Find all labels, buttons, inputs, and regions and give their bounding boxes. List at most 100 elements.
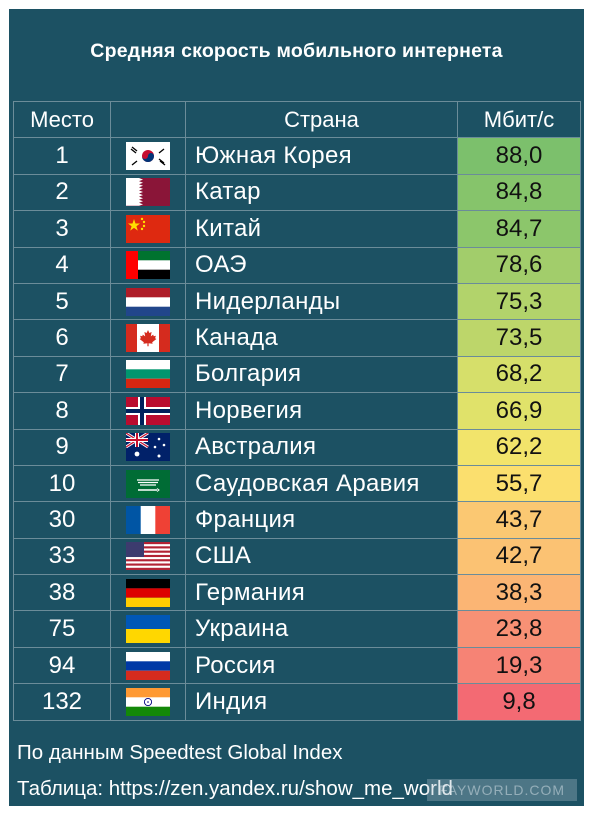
table-row: 75 Украина 23,8 — [13, 610, 581, 648]
speed-cell: 78,6 — [457, 246, 581, 284]
south-korea-flag-icon — [126, 142, 170, 171]
usa-flag-icon — [126, 542, 170, 571]
table-row: 132 Индия 9,8 — [13, 683, 581, 721]
table-row: 94 Россия 19,3 — [13, 646, 581, 685]
ukraine-flag-icon — [126, 615, 170, 644]
country-cell: Германия — [185, 574, 458, 612]
speed-cell: 23,8 — [457, 610, 581, 648]
country-cell: Катар — [185, 173, 458, 212]
table-row: 10 Саудовская Аравия 55,7 — [13, 464, 581, 503]
speed-cell: 84,7 — [457, 210, 581, 248]
rank-cell: 4 — [13, 246, 111, 284]
flag-cell — [110, 173, 186, 212]
flag-cell — [110, 319, 186, 357]
speed-cell: 66,9 — [457, 392, 581, 430]
speed-cell: 38,3 — [457, 574, 581, 612]
speed-cell: 88,0 — [457, 137, 581, 175]
rank-cell: 132 — [13, 683, 111, 721]
netherlands-flag-icon — [126, 287, 170, 316]
flag-cell — [110, 282, 186, 321]
france-flag-icon — [126, 505, 170, 534]
rank-cell: 94 — [13, 646, 111, 685]
rank-cell: 30 — [13, 501, 111, 539]
country-cell: Норвегия — [185, 392, 458, 430]
speed-cell: 75,3 — [457, 282, 581, 321]
country-cell: Индия — [185, 683, 458, 721]
table-header-row: Место Страна Мбит/с — [13, 100, 581, 139]
table-row: 7 Болгария 68,2 — [13, 355, 581, 394]
source-link[interactable]: Таблица: https://zen.yandex.ru/show_me_w… — [17, 777, 453, 800]
country-cell: Болгария — [185, 355, 458, 394]
rank-cell: 33 — [13, 537, 111, 576]
speed-cell: 55,7 — [457, 464, 581, 503]
country-cell: ОАЭ — [185, 246, 458, 284]
rank-cell: 1 — [13, 137, 111, 175]
flag-cell — [110, 464, 186, 503]
header-rank: Место — [13, 100, 111, 139]
table-row: 5 Нидерланды 75,3 — [13, 282, 581, 321]
flag-cell — [110, 537, 186, 576]
header-country: Страна — [185, 100, 458, 139]
saudi-arabia-flag-icon — [126, 469, 170, 498]
norway-flag-icon — [126, 396, 170, 425]
rank-cell: 9 — [13, 428, 111, 466]
speed-cell: 84,8 — [457, 173, 581, 212]
bulgaria-flag-icon — [126, 360, 170, 389]
speed-cell: 62,2 — [457, 428, 581, 466]
speed-cell: 19,3 — [457, 646, 581, 685]
rank-cell: 8 — [13, 392, 111, 430]
infographic-panel: Средняя скорость мобильного интернета Ме… — [9, 9, 584, 806]
header-speed: Мбит/с — [457, 100, 581, 139]
speed-cell: 9,8 — [457, 683, 581, 721]
australia-flag-icon — [126, 433, 170, 462]
country-cell: Украина — [185, 610, 458, 648]
rank-cell: 5 — [13, 282, 111, 321]
country-cell: Канада — [185, 319, 458, 357]
rank-cell: 6 — [13, 319, 111, 357]
flag-cell — [110, 137, 186, 175]
flag-cell — [110, 246, 186, 284]
header-flag — [110, 100, 186, 139]
country-cell: Россия — [185, 646, 458, 685]
qatar-flag-icon — [126, 178, 170, 207]
rank-cell: 7 — [13, 355, 111, 394]
canada-flag-icon — [126, 324, 170, 353]
page-title: Средняя скорость мобильного интернета — [90, 39, 503, 62]
table-row: 2 Катар 84,8 — [13, 173, 581, 212]
table-row: 3 Китай 84,7 — [13, 210, 581, 248]
country-cell: Австралия — [185, 428, 458, 466]
flag-cell — [110, 428, 186, 466]
table-row: 33 США 42,7 — [13, 537, 581, 576]
india-flag-icon — [126, 687, 170, 716]
country-cell: Саудовская Аравия — [185, 464, 458, 503]
country-cell: Южная Корея — [185, 137, 458, 175]
uae-flag-icon — [126, 251, 170, 280]
country-cell: Нидерланды — [185, 282, 458, 321]
flag-cell — [110, 210, 186, 248]
speed-cell: 68,2 — [457, 355, 581, 394]
rank-cell: 3 — [13, 210, 111, 248]
speed-cell: 73,5 — [457, 319, 581, 357]
rank-cell: 75 — [13, 610, 111, 648]
table-row: 9 Австралия 62,2 — [13, 428, 581, 466]
source-note: По данным Speedtest Global Index — [17, 741, 343, 764]
table-row: 8 Норвегия 66,9 — [13, 392, 581, 430]
china-flag-icon — [126, 214, 170, 243]
speed-cell: 43,7 — [457, 501, 581, 539]
table-row: 30 Франция 43,7 — [13, 501, 581, 539]
table-row: 4 ОАЭ 78,6 — [13, 246, 581, 284]
flag-cell — [110, 646, 186, 685]
flag-cell — [110, 501, 186, 539]
country-cell: США — [185, 537, 458, 576]
flag-cell — [110, 392, 186, 430]
rank-cell: 2 — [13, 173, 111, 212]
watermark: FAYWORLD.COM — [427, 779, 577, 801]
flag-cell — [110, 355, 186, 394]
germany-flag-icon — [126, 578, 170, 607]
rank-cell: 10 — [13, 464, 111, 503]
flag-cell — [110, 683, 186, 721]
speed-table: Место Страна Мбит/с 1 Южная Корея 88,0 2 Кат… — [13, 100, 581, 721]
table-row: 1 Южная Корея 88,0 — [13, 137, 581, 175]
country-cell: Франция — [185, 501, 458, 539]
rank-cell: 38 — [13, 574, 111, 612]
